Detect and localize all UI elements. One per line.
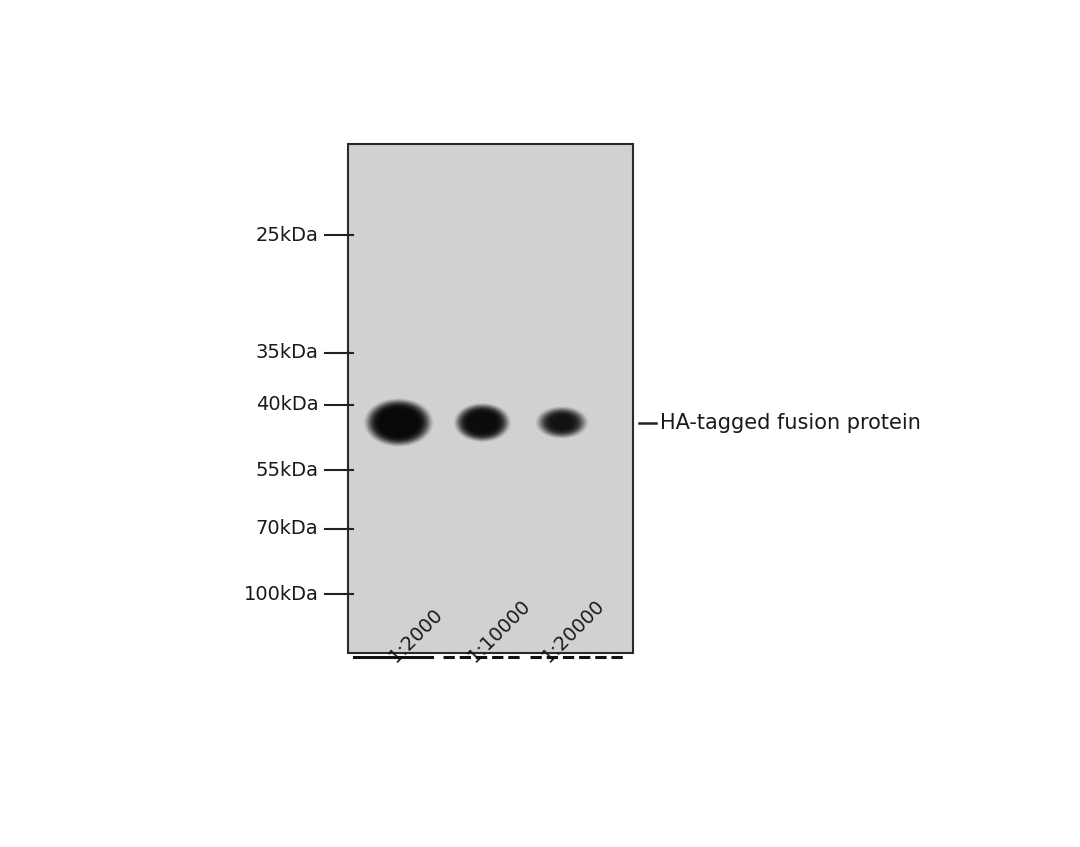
Ellipse shape xyxy=(389,416,408,429)
Ellipse shape xyxy=(546,413,578,432)
Text: 25kDa: 25kDa xyxy=(256,226,319,245)
Ellipse shape xyxy=(477,419,487,426)
Ellipse shape xyxy=(368,401,430,444)
Ellipse shape xyxy=(543,412,580,434)
Ellipse shape xyxy=(473,417,491,429)
Ellipse shape xyxy=(388,415,409,430)
Ellipse shape xyxy=(559,421,565,424)
Ellipse shape xyxy=(463,409,502,435)
Ellipse shape xyxy=(470,414,495,431)
Ellipse shape xyxy=(476,418,488,427)
Ellipse shape xyxy=(482,422,484,424)
Ellipse shape xyxy=(456,405,509,440)
Ellipse shape xyxy=(556,419,567,426)
Ellipse shape xyxy=(455,404,510,441)
Ellipse shape xyxy=(539,409,584,436)
Ellipse shape xyxy=(387,414,410,431)
Ellipse shape xyxy=(459,407,505,439)
Ellipse shape xyxy=(397,422,400,424)
Ellipse shape xyxy=(382,411,415,434)
Ellipse shape xyxy=(370,403,427,442)
Text: 55kDa: 55kDa xyxy=(255,461,319,479)
Ellipse shape xyxy=(543,411,581,434)
Ellipse shape xyxy=(465,412,499,434)
Ellipse shape xyxy=(474,418,490,428)
Ellipse shape xyxy=(538,408,585,437)
Ellipse shape xyxy=(376,407,421,438)
Ellipse shape xyxy=(393,418,405,427)
Text: 35kDa: 35kDa xyxy=(256,343,319,363)
Ellipse shape xyxy=(467,412,498,433)
Ellipse shape xyxy=(480,420,485,424)
Ellipse shape xyxy=(394,419,404,426)
Text: 1:2000: 1:2000 xyxy=(386,604,447,666)
Ellipse shape xyxy=(375,406,422,439)
Ellipse shape xyxy=(551,416,572,429)
Ellipse shape xyxy=(555,418,568,426)
Ellipse shape xyxy=(552,417,571,429)
Ellipse shape xyxy=(558,420,566,424)
Ellipse shape xyxy=(473,416,492,429)
Ellipse shape xyxy=(392,418,406,428)
Text: 70kDa: 70kDa xyxy=(256,519,319,539)
Ellipse shape xyxy=(549,415,575,430)
Ellipse shape xyxy=(464,411,500,435)
Ellipse shape xyxy=(554,418,570,428)
FancyBboxPatch shape xyxy=(349,144,633,653)
Text: 1:10000: 1:10000 xyxy=(464,595,535,666)
Ellipse shape xyxy=(553,417,571,428)
Ellipse shape xyxy=(468,412,497,433)
Ellipse shape xyxy=(475,418,489,427)
Ellipse shape xyxy=(380,409,418,435)
Ellipse shape xyxy=(386,413,411,432)
Text: 40kDa: 40kDa xyxy=(256,396,319,414)
Ellipse shape xyxy=(544,412,579,433)
Ellipse shape xyxy=(538,407,586,437)
Text: 1:20000: 1:20000 xyxy=(539,595,608,666)
Ellipse shape xyxy=(366,401,431,445)
Ellipse shape xyxy=(540,409,583,435)
Ellipse shape xyxy=(472,415,494,429)
Ellipse shape xyxy=(545,412,578,432)
Ellipse shape xyxy=(557,420,566,425)
Ellipse shape xyxy=(541,410,583,435)
Ellipse shape xyxy=(457,406,508,440)
Ellipse shape xyxy=(478,420,486,425)
Ellipse shape xyxy=(555,418,569,427)
Ellipse shape xyxy=(381,410,417,435)
Ellipse shape xyxy=(460,407,504,438)
Ellipse shape xyxy=(542,411,582,435)
Ellipse shape xyxy=(481,421,484,424)
Ellipse shape xyxy=(549,414,576,431)
Ellipse shape xyxy=(383,412,414,433)
Ellipse shape xyxy=(461,408,504,437)
Ellipse shape xyxy=(462,408,503,436)
Ellipse shape xyxy=(548,413,577,431)
Ellipse shape xyxy=(365,400,432,446)
Ellipse shape xyxy=(469,413,496,432)
Ellipse shape xyxy=(373,404,424,440)
Ellipse shape xyxy=(369,402,429,443)
Ellipse shape xyxy=(396,421,401,424)
Ellipse shape xyxy=(372,404,426,441)
Text: HA-tagged fusion protein: HA-tagged fusion protein xyxy=(660,412,920,433)
Ellipse shape xyxy=(463,410,501,435)
Ellipse shape xyxy=(374,405,423,440)
Ellipse shape xyxy=(384,412,413,432)
Ellipse shape xyxy=(458,406,507,439)
Ellipse shape xyxy=(550,415,573,429)
Text: 100kDa: 100kDa xyxy=(243,584,319,604)
Ellipse shape xyxy=(471,414,494,430)
Ellipse shape xyxy=(395,420,402,425)
Ellipse shape xyxy=(390,417,407,429)
Ellipse shape xyxy=(561,422,563,423)
Ellipse shape xyxy=(561,422,564,424)
Ellipse shape xyxy=(378,408,419,436)
Ellipse shape xyxy=(377,407,420,437)
